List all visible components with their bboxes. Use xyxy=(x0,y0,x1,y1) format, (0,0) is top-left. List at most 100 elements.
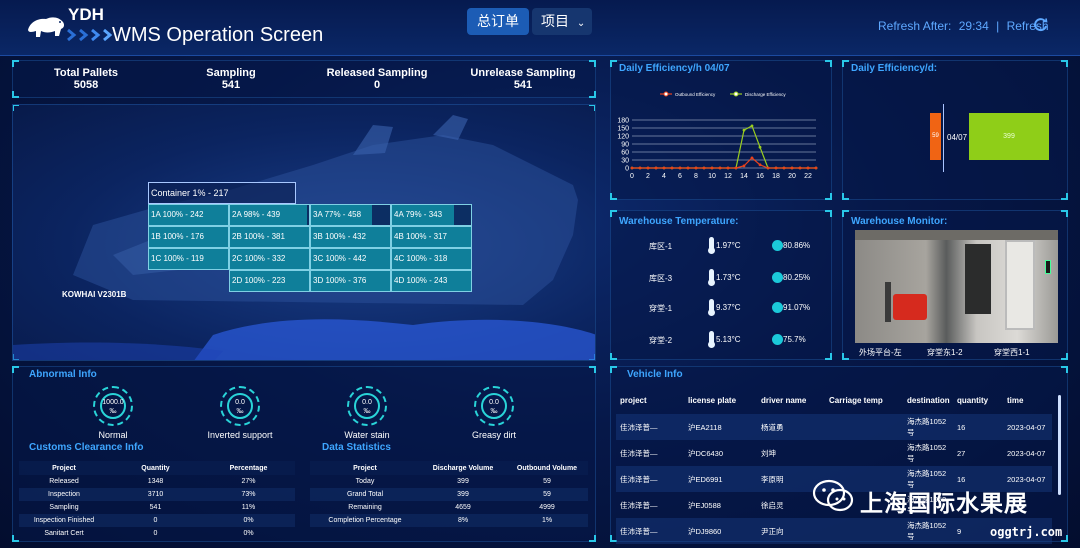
y-tick-label: 150 xyxy=(617,126,629,133)
data-point xyxy=(662,166,666,170)
hold-cell[interactable]: 3C 100% - 442 xyxy=(310,248,391,270)
hold-cell-label: 4C 100% - 318 xyxy=(394,254,448,263)
vehicle-scrollbar[interactable] xyxy=(1058,395,1061,495)
customs-table-body: Released 1348 27% Inspection 3710 73% Sampling… xyxy=(19,475,295,540)
refresh-prefix: Refresh After: xyxy=(878,19,952,33)
forklift-icon xyxy=(893,294,927,320)
stat-label: Sampling xyxy=(206,67,256,79)
vehicle-table: project license plate driver name Carria… xyxy=(616,386,1052,544)
legend-label: Outbound Efficiency xyxy=(675,92,716,97)
data-point xyxy=(630,166,634,170)
y-tick-label: 60 xyxy=(621,150,629,157)
camera-label[interactable]: 外场平台-左 xyxy=(859,348,902,357)
table-cell: 佳沛泽普— xyxy=(616,466,684,492)
hold-cell[interactable]: 2A 98% - 439 xyxy=(229,204,310,226)
table-cell: 1348 xyxy=(147,478,164,485)
hold-cell-label: 2D 100% - 223 xyxy=(232,276,286,285)
humidity-icon xyxy=(772,334,783,345)
gauge-number: 0.0 xyxy=(235,399,245,406)
data-stats-title: Data Statistics xyxy=(322,442,391,453)
camera-feed[interactable] xyxy=(855,230,1058,343)
column-header: time xyxy=(1007,395,1024,405)
data-point xyxy=(718,166,722,170)
temperature-value: 9.37°C xyxy=(716,303,741,312)
chevron-down-icon: ⌄ xyxy=(576,18,586,29)
data-point xyxy=(686,166,690,170)
table-cell: 杨道勇 xyxy=(757,414,825,440)
gauge-value: 0.0 ‰ xyxy=(481,393,507,419)
project-dropdown[interactable]: 项目 ⌄ xyxy=(532,8,592,35)
hold-cell[interactable]: 3B 100% - 432 xyxy=(310,226,391,248)
gauge-unit: ‰ xyxy=(490,408,498,415)
gauge-ring: 0.0 ‰ xyxy=(474,386,514,426)
y-tick-label: 120 xyxy=(617,134,629,141)
humidity-icon xyxy=(772,302,783,313)
y-tick-label: 180 xyxy=(617,118,629,125)
daily-date-label: 04/07 xyxy=(947,133,968,142)
series-line xyxy=(632,125,816,169)
zone-name: 穿堂-2 xyxy=(649,336,673,345)
hold-cell[interactable]: 4A 79% - 343 xyxy=(391,204,472,226)
legend-label: Discharge Efficiency xyxy=(745,92,786,97)
table-cell: 尹正向 xyxy=(757,518,825,544)
hold-cell-label: 1B 100% - 176 xyxy=(151,232,204,241)
hold-cell[interactable]: 3A 77% - 458 xyxy=(310,204,391,226)
vehicle-title: Vehicle Info xyxy=(627,369,683,380)
data-point xyxy=(750,124,754,128)
hold-cell-empty-portion xyxy=(307,205,309,225)
temperature-title: Warehouse Temperature: xyxy=(619,216,739,227)
efficiency-hourly-title: Daily Efficiency/h 04/07 xyxy=(619,63,730,74)
container-header[interactable]: Container 1% - 217 xyxy=(148,182,296,204)
x-tick-label: 0 xyxy=(630,173,634,180)
table-cell: 16 xyxy=(953,466,1003,492)
hold-cell-label: 3A 77% - 458 xyxy=(313,210,362,219)
table-row: Grand Total 399 59 xyxy=(310,488,588,501)
refresh-icon[interactable] xyxy=(1034,18,1048,32)
hold-cell[interactable]: 4B 100% - 317 xyxy=(391,226,472,248)
table-cell: 399 xyxy=(420,488,506,501)
table-cell: 海杰路1052号 xyxy=(903,518,953,544)
hold-cell[interactable]: 2B 100% - 381 xyxy=(229,226,310,248)
gauge-ring: 0.0 ‰ xyxy=(220,386,260,426)
camera-label[interactable]: 穿堂西1-1 xyxy=(994,348,1030,357)
hold-cell[interactable]: 1C 100% - 119 xyxy=(148,248,229,270)
hold-cell[interactable]: 2D 100% - 223 xyxy=(229,270,310,292)
table-cell: 27 xyxy=(957,448,966,458)
vessel-name: KOWHAI V2301B xyxy=(62,290,127,299)
table-row: 佳沛泽普— 沪EJ0588 徐启灵 海杰路1052号 xyxy=(616,492,1052,518)
x-tick-label: 6 xyxy=(678,173,682,180)
stat-value: 541 xyxy=(221,79,241,91)
table-cell: 1% xyxy=(506,514,588,527)
table-cell: 4659 xyxy=(455,504,471,511)
table-cell: 佳沛泽普— xyxy=(620,500,658,510)
zone-name: 库区-3 xyxy=(649,274,673,283)
camera-label[interactable]: 穿堂东1-2 xyxy=(927,348,963,357)
hold-cell[interactable]: 4C 100% - 318 xyxy=(391,248,472,270)
dock-door xyxy=(965,244,991,314)
table-cell: 2023-04-07 xyxy=(1003,414,1052,440)
table-cell: Today xyxy=(355,478,375,485)
signal-light-icon xyxy=(1045,260,1051,274)
hold-cell-label: 2A 98% - 439 xyxy=(232,210,281,219)
hold-cell[interactable]: 4D 100% - 243 xyxy=(391,270,472,292)
stat-released-sampling: Released Sampling 0 xyxy=(317,67,437,91)
data-point xyxy=(670,166,674,170)
hold-cell[interactable]: 1A 100% - 242 xyxy=(148,204,229,226)
temperature-value: 1.97°C xyxy=(716,241,741,250)
project-dropdown-label: 项目 xyxy=(541,13,569,29)
gauge-label: Water stain xyxy=(344,430,390,440)
hold-cell[interactable]: 2C 100% - 332 xyxy=(229,248,310,270)
column-header: Percentage xyxy=(202,461,295,475)
hold-cell[interactable]: 3D 100% - 376 xyxy=(310,270,391,292)
data-point xyxy=(798,166,802,170)
total-order-button[interactable]: 总订单 xyxy=(467,8,529,35)
table-cell: Sampling xyxy=(49,504,79,511)
brand-name: YDH xyxy=(68,5,104,24)
hold-cell[interactable]: 1B 100% - 176 xyxy=(148,226,229,248)
data-point xyxy=(638,166,642,170)
table-cell: 海杰路1052号 xyxy=(907,443,947,463)
humidity-value: 80.86% xyxy=(783,241,811,250)
data-point xyxy=(646,166,650,170)
x-tick-label: 18 xyxy=(772,173,780,180)
temperature-value: 1.73°C xyxy=(716,273,741,282)
